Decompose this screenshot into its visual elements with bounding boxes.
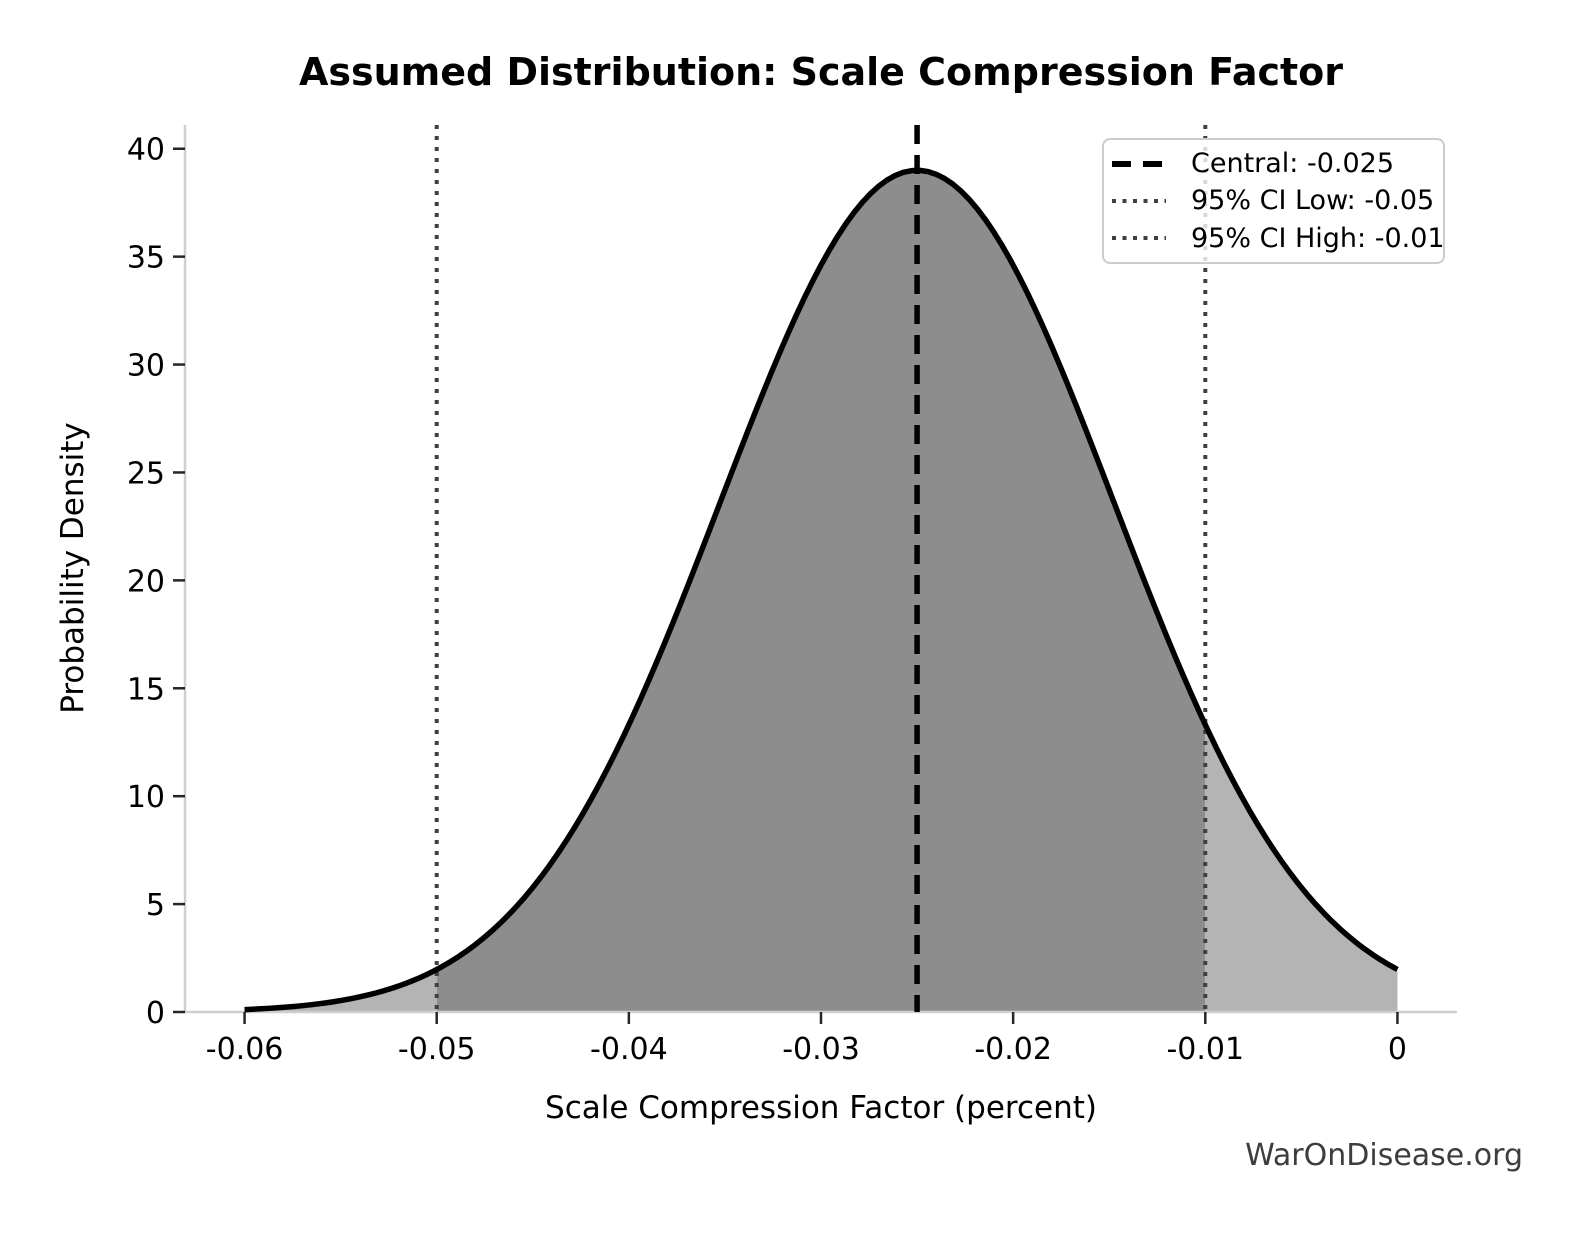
x-axis-label: Scale Compression Factor (percent) [545,1090,1097,1126]
y-tick-label: 10 [127,780,165,815]
y-tick-label: 20 [127,564,165,599]
legend-item-central: Central: -0.025 [1112,145,1433,182]
dashed-line-swatch [1112,160,1166,167]
y-axis-label: Probability Density [55,422,91,714]
x-tick-label: 0 [1388,1032,1407,1067]
dotted-line-swatch [1112,198,1166,203]
y-tick-label: 0 [146,996,165,1031]
legend-item-ci-high: 95% CI High: -0.01 [1112,220,1445,257]
legend: Central: -0.025 95% CI Low: -0.05 95% CI… [1102,138,1445,264]
x-tick-label: -0.03 [782,1032,860,1067]
y-tick-label: 25 [127,456,165,491]
dotted-line-swatch [1112,236,1166,241]
x-tick-label: -0.06 [206,1032,284,1067]
x-tick-label: -0.01 [1166,1032,1244,1067]
y-tick-label: 35 [127,241,165,276]
legend-label-ci-high: 95% CI High: -0.01 [1191,222,1445,254]
legend-item-ci-low: 95% CI Low: -0.05 [1112,182,1435,219]
x-tick-label: -0.02 [974,1032,1052,1067]
x-tick-label: -0.04 [590,1032,668,1067]
ci-fill [436,170,1206,1012]
legend-label-central: Central: -0.025 [1191,148,1395,180]
y-tick-label: 15 [127,672,165,707]
legend-label-ci-low: 95% CI Low: -0.05 [1191,185,1435,217]
y-tick-label: 40 [127,133,165,168]
density-curve [244,167,1399,1013]
right-tail-fill [1205,724,1398,1012]
x-tick-label: -0.05 [398,1032,476,1067]
chart-title: Assumed Distribution: Scale Compression … [298,50,1344,94]
left-tail-fill [244,969,437,1012]
y-tick-label: 30 [127,349,165,384]
y-tick-label: 5 [146,888,165,923]
watermark: WarOnDisease.org [1245,1138,1523,1173]
